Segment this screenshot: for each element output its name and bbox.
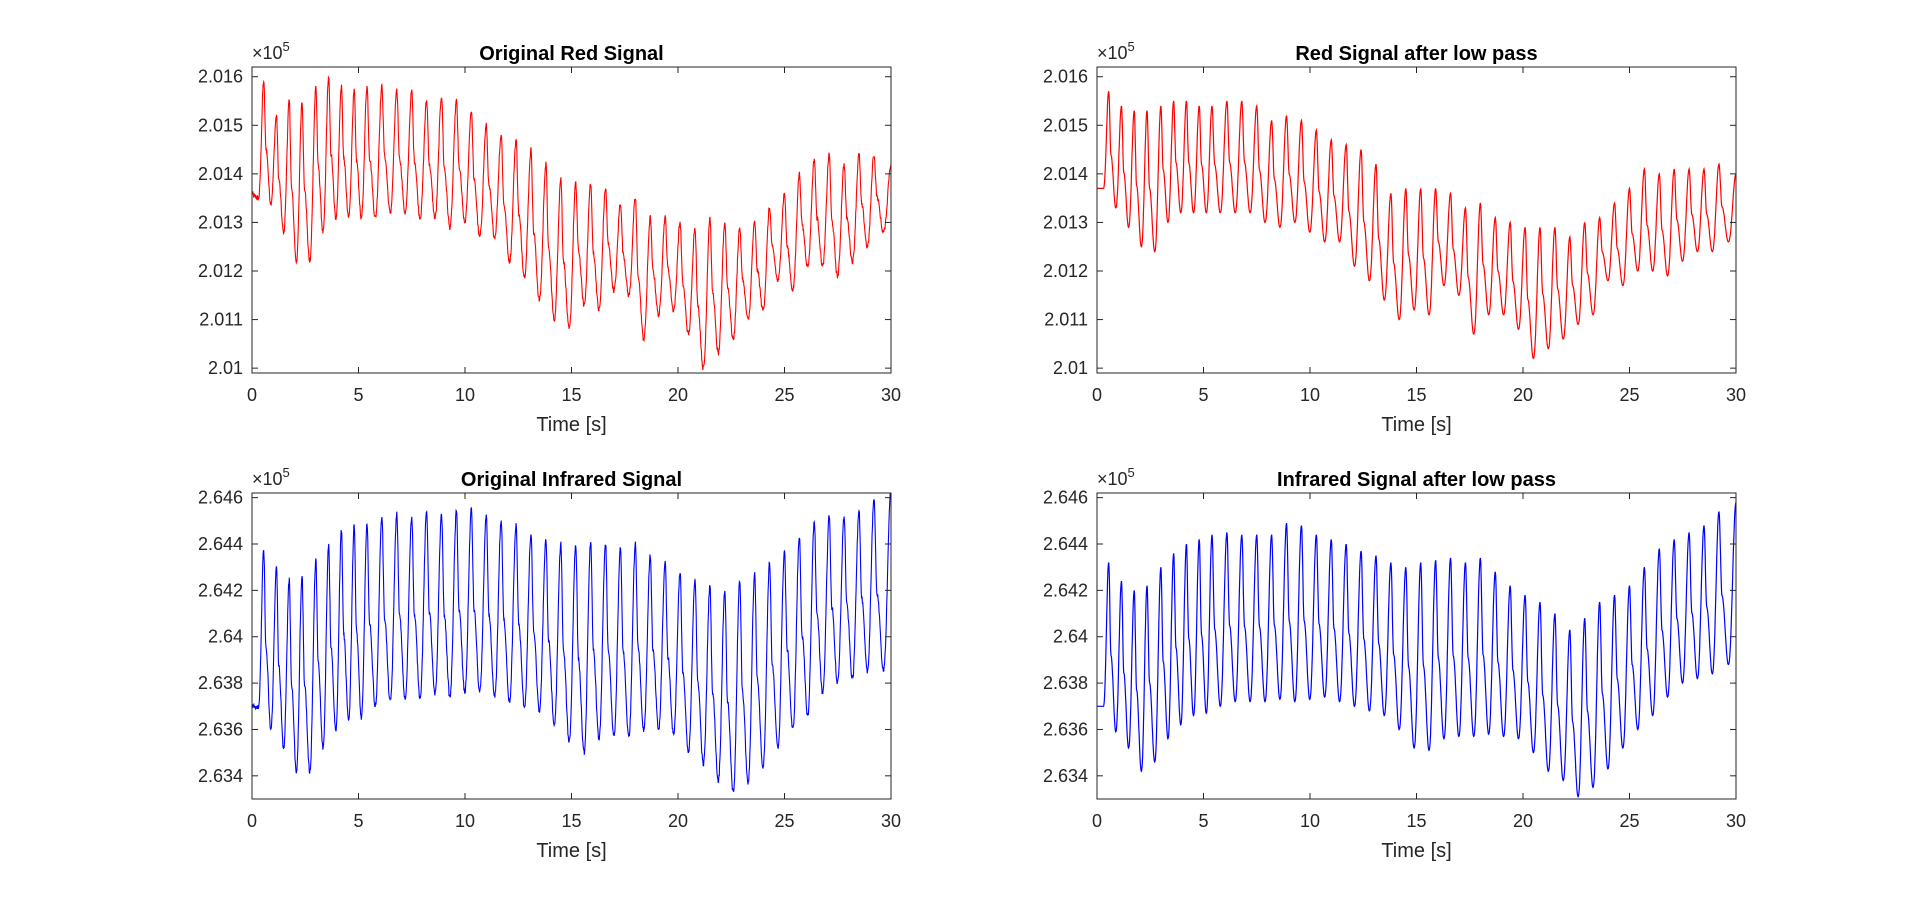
x-tick-label: 20 — [668, 385, 688, 405]
y-tick-label: 2.64 — [1053, 627, 1088, 647]
y-tick-label: 2.642 — [1043, 580, 1088, 600]
series-line — [1097, 91, 1736, 360]
x-tick-label: 20 — [1513, 385, 1533, 405]
y-tick-label: 2.014 — [1043, 164, 1088, 184]
x-tick-label: 5 — [1198, 811, 1208, 831]
y-exponent-label: ×105 — [1097, 39, 1135, 63]
x-tick-label: 5 — [1198, 385, 1208, 405]
axes-box — [251, 492, 892, 800]
y-tick-label: 2.016 — [1043, 67, 1088, 87]
series-line — [252, 75, 891, 371]
y-tick-label: 2.634 — [198, 766, 243, 786]
x-tick-label: 15 — [561, 811, 581, 831]
series-line — [1097, 502, 1736, 798]
axes-box — [1096, 66, 1737, 374]
y-exponent-label: ×105 — [1097, 465, 1135, 489]
y-tick-label: 2.644 — [198, 534, 243, 554]
x-tick-label: 0 — [1092, 385, 1102, 405]
y-tick-label: 2.016 — [198, 67, 243, 87]
x-axis-label: Time [s] — [1381, 414, 1451, 436]
y-tick-label: 2.644 — [1043, 534, 1088, 554]
chart-panel-1: 0 5 10 15 20 25 30 2.01 2.011 2.012 2.013 2.014 2.01… — [1043, 39, 1746, 436]
x-tick-label: 20 — [668, 811, 688, 831]
y-tick-label: 2.646 — [1043, 488, 1088, 508]
axes-box — [251, 66, 892, 374]
x-axis-label: Time [s] — [536, 840, 606, 862]
x-tick-label: 25 — [774, 811, 794, 831]
x-tick-label: 25 — [774, 385, 794, 405]
y-tick-label: 2.01 — [208, 358, 243, 378]
x-tick-label: 0 — [1092, 811, 1102, 831]
x-tick-label: 10 — [455, 811, 475, 831]
x-tick-label: 15 — [561, 385, 581, 405]
x-tick-label: 25 — [1619, 811, 1639, 831]
y-tick-label: 2.014 — [198, 164, 243, 184]
x-tick-label: 25 — [1619, 385, 1639, 405]
y-tick-label: 2.636 — [198, 719, 243, 739]
y-tick-label: 2.011 — [199, 310, 243, 330]
x-tick-label: 10 — [1300, 811, 1320, 831]
x-tick-label: 30 — [1726, 385, 1746, 405]
chart-title: Red Signal after low pass — [1295, 43, 1537, 65]
x-tick-label: 30 — [881, 811, 901, 831]
y-tick-label: 2.636 — [1043, 719, 1088, 739]
y-tick-label: 2.642 — [198, 580, 243, 600]
x-axis-label: Time [s] — [536, 414, 606, 436]
y-exponent-label: ×105 — [252, 465, 290, 489]
y-tick-label: 2.638 — [1043, 673, 1088, 693]
chart-panel-3: 0 5 10 15 20 25 30 2.634 2.636 2.638 2.64 2.642 2.64… — [1043, 465, 1746, 862]
y-tick-label: 2.012 — [198, 261, 243, 281]
y-tick-label: 2.646 — [198, 488, 243, 508]
chart-panel-0: 0 5 10 15 20 25 30 2.01 2.011 2.012 2.013 2.014 2.01… — [198, 39, 901, 436]
series-line — [252, 493, 891, 793]
y-exponent-label: ×105 — [252, 39, 290, 63]
y-tick-label: 2.015 — [198, 115, 243, 135]
y-tick-label: 2.013 — [1043, 212, 1088, 232]
x-tick-label: 0 — [247, 385, 257, 405]
chart-panel-2: 0 5 10 15 20 25 30 2.634 2.636 2.638 2.64 2.642 2.64… — [198, 465, 901, 862]
chart-title: Infrared Signal after low pass — [1277, 469, 1556, 491]
y-tick-label: 2.012 — [1043, 261, 1088, 281]
y-tick-label: 2.634 — [1043, 766, 1088, 786]
x-tick-label: 10 — [455, 385, 475, 405]
x-tick-label: 5 — [353, 811, 363, 831]
x-tick-label: 5 — [353, 385, 363, 405]
x-tick-label: 20 — [1513, 811, 1533, 831]
y-tick-label: 2.011 — [1044, 310, 1088, 330]
x-tick-label: 15 — [1406, 385, 1426, 405]
x-tick-label: 10 — [1300, 385, 1320, 405]
x-axis-label: Time [s] — [1381, 840, 1451, 862]
x-tick-label: 30 — [881, 385, 901, 405]
chart-title: Original Infrared Signal — [461, 469, 682, 491]
x-tick-label: 0 — [247, 811, 257, 831]
x-tick-label: 15 — [1406, 811, 1426, 831]
y-tick-label: 2.01 — [1053, 358, 1088, 378]
y-tick-label: 2.638 — [198, 673, 243, 693]
chart-title: Original Red Signal — [479, 43, 663, 65]
x-tick-label: 30 — [1726, 811, 1746, 831]
axes-box — [1096, 492, 1737, 800]
y-tick-label: 2.013 — [198, 212, 243, 232]
y-tick-label: 2.64 — [208, 627, 243, 647]
y-tick-label: 2.015 — [1043, 115, 1088, 135]
